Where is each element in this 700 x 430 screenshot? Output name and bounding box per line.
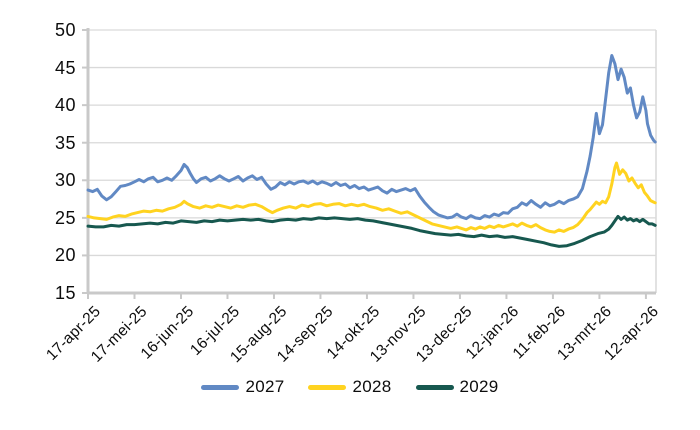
legend-label: 2029 — [459, 377, 499, 396]
legend-label: 2027 — [245, 377, 285, 396]
y-axis-tick-label: 30 — [54, 170, 76, 191]
legend-item-2027: 2027 — [201, 377, 284, 397]
legend-swatch-2027 — [201, 384, 240, 390]
y-axis-tick-label: 15 — [54, 283, 76, 303]
y-axis-tick-label: 20 — [54, 245, 76, 266]
legend: 2027 2028 2029 — [0, 372, 700, 402]
y-axis-tick-label: 35 — [54, 132, 76, 153]
series-line-2027 — [86, 54, 657, 221]
y-axis-tick-label: 40 — [54, 95, 76, 116]
legend-label: 2028 — [352, 377, 392, 396]
legend-item-2029: 2029 — [415, 377, 499, 397]
legend-swatch-2028 — [308, 384, 347, 390]
series-line-2028 — [86, 161, 657, 234]
series-line-2029 — [86, 214, 657, 248]
y-axis-tick-label: 45 — [54, 57, 76, 78]
legend-swatch-2029 — [415, 384, 454, 390]
y-axis-tick-label: 25 — [54, 207, 76, 228]
y-axis-tick-label: 50 — [54, 20, 76, 40]
legend-item-2028: 2028 — [308, 377, 391, 397]
